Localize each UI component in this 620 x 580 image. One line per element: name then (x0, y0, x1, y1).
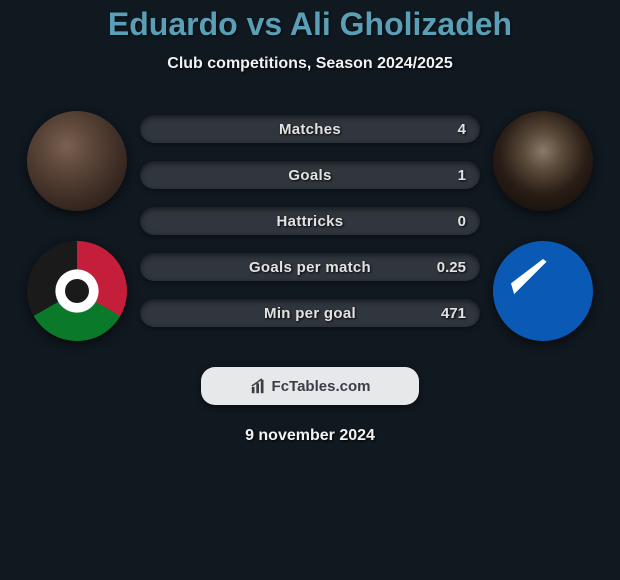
stat-label: Goals per match (249, 259, 371, 276)
comparison-title: Eduardo vs Ali Gholizadeh (0, 6, 620, 43)
stat-bars: Matches 4 Goals 1 Hattricks 0 Goals per … (140, 111, 480, 327)
stat-value-right: 471 (441, 305, 466, 322)
stat-label: Min per goal (264, 305, 356, 322)
stat-bar-matches: Matches 4 (140, 115, 480, 143)
club-right-badge (493, 241, 593, 341)
stat-bar-hattricks: Hattricks 0 (140, 207, 480, 235)
stat-bar-gpm: Goals per match 0.25 (140, 253, 480, 281)
player-right-avatar (493, 111, 593, 211)
club-left-badge (27, 241, 127, 341)
chart-icon (250, 377, 268, 395)
stat-label: Matches (279, 121, 341, 138)
stat-value-right: 4 (458, 121, 466, 138)
subtitle: Club competitions, Season 2024/2025 (0, 55, 620, 73)
stat-value-right: 0.25 (437, 259, 466, 276)
stats-area: Matches 4 Goals 1 Hattricks 0 Goals per … (0, 111, 620, 341)
stat-label: Goals (288, 167, 331, 184)
right-column (488, 111, 598, 341)
stat-bar-goals: Goals 1 (140, 161, 480, 189)
brand-text: FcTables.com (272, 378, 371, 395)
brand-badge: FcTables.com (201, 367, 419, 405)
player-left-avatar (27, 111, 127, 211)
stat-label: Hattricks (277, 213, 344, 230)
stat-value-right: 0 (458, 213, 466, 230)
left-column (22, 111, 132, 341)
date-text: 9 november 2024 (0, 427, 620, 445)
stat-value-right: 1 (458, 167, 466, 184)
stat-bar-mpg: Min per goal 471 (140, 299, 480, 327)
